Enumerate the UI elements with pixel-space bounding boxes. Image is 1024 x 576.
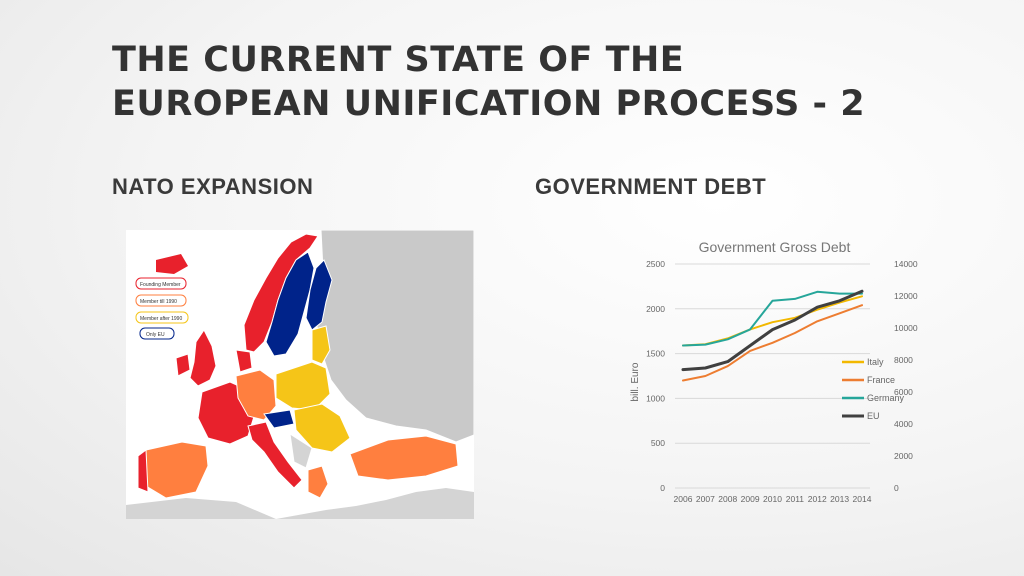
chart-title: Government Gross Debt [699,239,851,255]
x-tick-label: 2010 [763,494,782,504]
series-line-italy [682,295,863,347]
y-right-tick-label: 0 [894,483,899,493]
y-left-tick-label: 1500 [646,349,665,359]
y-right-tick-label: 6000 [894,387,913,397]
debt-chart-svg: Government Gross Debt 0 500 1000 1500 2000 250… [630,239,918,504]
government-debt-chart: Government Gross Debt 0 500 1000 1500 2000 250… [610,232,940,517]
x-tick-label: 2013 [830,494,849,504]
legend-label-eu: EU [867,411,880,421]
x-tick-label: 2012 [808,494,827,504]
x-tick-label: 2006 [674,494,693,504]
y-right-tick-label: 12000 [894,291,918,301]
slide-title: THE CURRENT STATE OF THE EUROPEAN UNIFIC… [112,40,866,124]
y-right-tick-label: 10000 [894,323,918,333]
series-line-eu [681,289,864,372]
y-right-tick-label: 8000 [894,355,913,365]
y-left-tick-label: 0 [660,483,665,493]
legend-label-germany: Germany [867,393,905,403]
map-legend-founding: Founding Member [140,282,181,288]
map-legend-only-eu: Only EU [146,332,165,338]
map-legend-till-1990: Member till 1990 [140,299,177,305]
y-right-tick-label: 2000 [894,451,913,461]
map-legend: Founding Member Member till 1990 Member … [135,277,189,340]
y-left-tick-label: 2500 [646,259,665,269]
y-right-tick-label: 14000 [894,259,918,269]
x-tick-label: 2011 [786,494,805,504]
y-left-tick-label: 2000 [646,304,665,314]
series-line-germany [682,290,863,347]
x-tick-label: 2014 [853,494,872,504]
x-tick-label: 2007 [696,494,715,504]
nato-expansion-heading: NATO EXPANSION [112,174,314,199]
europe-map-svg: Founding Member Member till 1990 Member … [126,230,474,519]
x-tick-label: 2009 [741,494,760,504]
nato-expansion-map: Founding Member Member till 1990 Member … [126,230,474,519]
y-right-tick-label: 4000 [894,419,913,429]
legend-label-italy: Italy [867,357,884,367]
x-tick-label: 2008 [718,494,737,504]
y-left-tick-label: 500 [651,438,665,448]
government-debt-heading: GOVERNMENT DEBT [535,174,767,199]
legend-label-france: France [867,375,895,385]
map-legend-after-1990: Member after 1990 [140,316,182,322]
y-axis-label: bill. Euro [630,362,641,401]
series-line-france [682,304,863,382]
y-left-tick-label: 1000 [646,393,665,403]
